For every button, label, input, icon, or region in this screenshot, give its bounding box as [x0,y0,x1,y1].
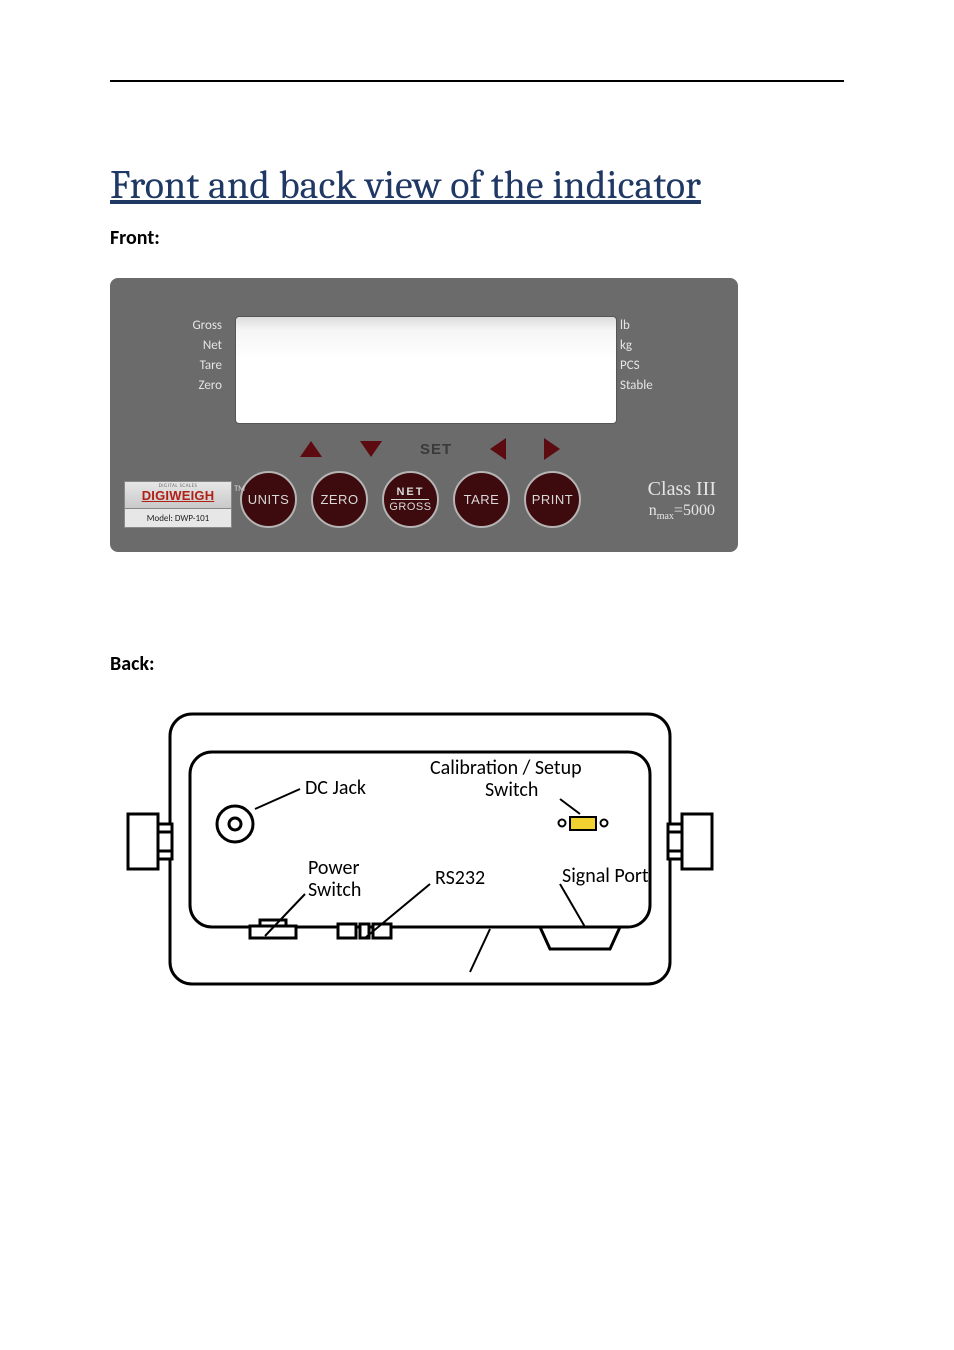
page-title: Front and back view of the indicator [110,162,844,208]
front-label: Front: [110,226,844,250]
units-button[interactable]: UNITS [240,471,297,528]
lcd-display [235,316,617,424]
power-label-2: Switch [308,878,361,902]
calib-label-2: Switch [485,778,538,802]
logo-brand: DIGIWEIGH [142,488,215,503]
logo-small-text: DIGITAL SCALES [125,483,231,489]
lcd-right-labels: lb kg PCS Stable [620,316,653,396]
calib-label-1: Calibration / Setup [430,756,582,780]
divider-icon [391,499,429,500]
label-lb: lb [620,316,653,336]
tare-button[interactable]: TARE [453,471,510,528]
set-label: SET [420,441,452,458]
back-panel: DC Jack Calibration / Setup Switch [110,704,730,999]
rs232-label: RS232 [435,866,485,890]
label-kg: kg [620,336,653,356]
class-info: Class III nmax=5000 [648,478,716,528]
leader-extra-icon [470,929,490,972]
left-hinge-icon [128,814,172,869]
lcd-left-labels: Gross Net Tare Zero [110,316,230,396]
back-label: Back: [110,652,844,676]
front-panel: Gross Net Tare Zero lb kg PCS Stable SET… [110,278,738,552]
label-pcs: PCS [620,356,653,376]
class-line2: nmax=5000 [648,500,716,528]
print-button[interactable]: PRINT [524,471,581,528]
label-net: Net [110,336,222,356]
label-gross: Gross [110,316,222,336]
dc-jack-label: DC Jack [305,776,366,800]
logo-model: Model: DWP-101 [124,509,232,528]
label-stable: Stable [620,376,653,396]
header-rule [110,80,844,82]
zero-button[interactable]: ZERO [311,471,368,528]
rs232-port-icon [338,924,391,938]
class-line1: Class III [648,478,716,500]
brand-logo: DIGITAL SCALES DIGIWEIGH TM Model: DWP-1… [124,481,232,528]
arrow-down-icon [360,441,382,457]
right-hinge-icon [668,814,712,869]
power-label-1: Power [308,856,359,880]
net-gross-button[interactable]: NET GROSS [382,471,439,528]
signal-label: Signal Port [562,864,649,888]
arrow-right-icon [544,438,560,460]
logo-tm: TM [234,484,245,494]
label-zero: Zero [110,376,222,396]
signal-port-icon [540,927,620,949]
arrow-left-icon [490,438,506,460]
label-tare: Tare [110,356,222,376]
arrow-up-icon [300,441,322,457]
